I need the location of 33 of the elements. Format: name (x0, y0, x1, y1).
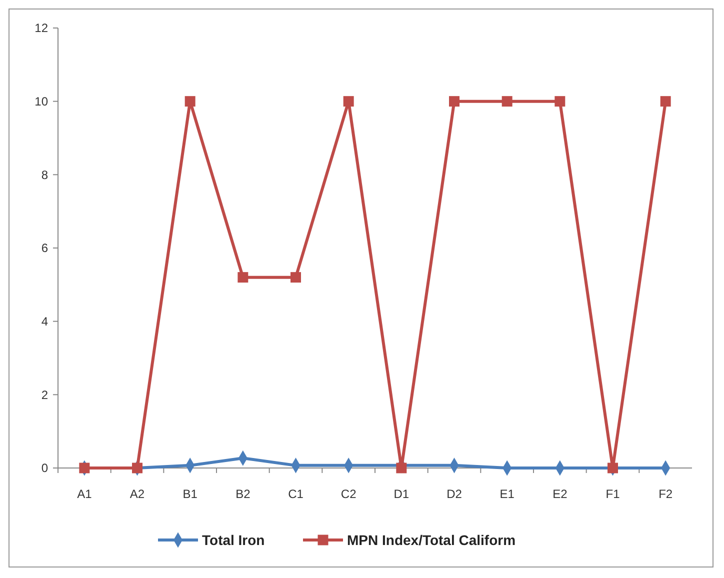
x-tick-label: F2 (658, 487, 673, 501)
point (449, 96, 460, 107)
y-tick-label: 4 (41, 314, 48, 329)
point (343, 96, 354, 107)
point (396, 462, 407, 474)
legend-label: MPN Index/Total Caliform (347, 532, 516, 548)
point (554, 96, 566, 107)
x-tick-label: B2 (236, 487, 251, 501)
y-tick-label: 12 (34, 21, 48, 36)
x-tick-label: B1 (182, 487, 198, 501)
y-tick-label: 8 (41, 168, 48, 182)
x-tick-label: A1 (77, 487, 92, 501)
point (290, 272, 301, 283)
x-tick-label: F1 (606, 487, 620, 501)
point (608, 462, 618, 474)
x-tick-label: D1 (394, 487, 410, 501)
x-tick-label: E2 (552, 487, 568, 501)
x-tick-label: C1 (288, 487, 304, 501)
y-tick-label: 6 (41, 241, 48, 256)
y-tick-label: 2 (41, 388, 48, 402)
x-tick-label: C2 (340, 487, 357, 501)
legend-label: Total Iron (202, 532, 265, 548)
point (184, 96, 196, 107)
point (660, 96, 671, 107)
point (502, 96, 512, 107)
point (132, 462, 142, 474)
x-tick-label: E1 (500, 487, 515, 501)
point (238, 272, 248, 283)
x-tick-label: D2 (446, 487, 462, 501)
x-tick-label: A2 (130, 487, 145, 501)
y-tick-label: 0 (41, 461, 48, 476)
point (79, 462, 90, 474)
y-tick-label: 10 (34, 94, 48, 109)
